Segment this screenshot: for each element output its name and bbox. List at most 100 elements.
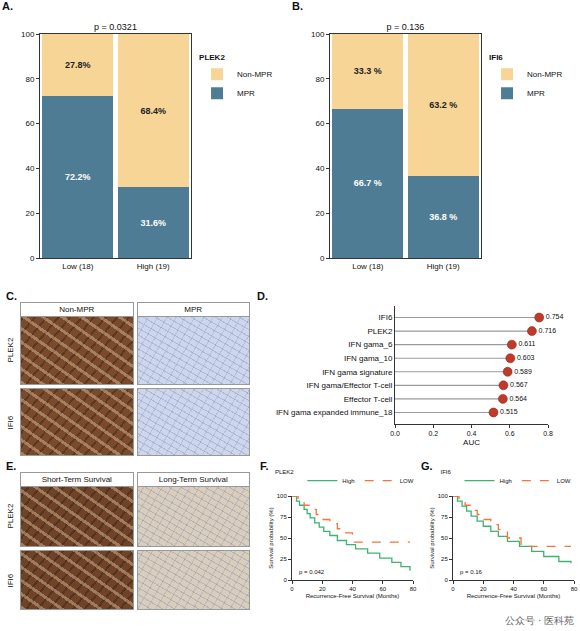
svg-text:80: 80 <box>410 586 417 592</box>
svg-text:LOW: LOW <box>557 478 571 484</box>
svg-text:66.7 %: 66.7 % <box>354 178 382 188</box>
svg-text:Low (18): Low (18) <box>352 262 383 271</box>
html-text:PLEK2: PLEK2 <box>6 337 15 363</box>
svg-text:PLEK2: PLEK2 <box>367 327 392 336</box>
html-text:Non-MPR: Non-MPR <box>59 305 95 314</box>
html-text:A.: A. <box>2 0 13 12</box>
svg-text:High: High <box>342 478 354 484</box>
svg-text:25: 25 <box>280 556 287 562</box>
svg-text:68.4%: 68.4% <box>140 106 166 116</box>
html-text:Short-Term Survival: Short-Term Survival <box>41 475 112 484</box>
html-text:C.: C. <box>6 290 17 302</box>
svg-text:0.515: 0.515 <box>500 408 518 415</box>
svg-text:0.603: 0.603 <box>517 354 535 361</box>
svg-text:0: 0 <box>451 586 455 592</box>
svg-text:0.8: 0.8 <box>543 430 553 437</box>
html-text:IFI6: IFI6 <box>6 414 15 429</box>
svg-text:Non-MPR: Non-MPR <box>237 70 272 79</box>
html-text:B.: B. <box>292 0 303 12</box>
svg-text:27.8%: 27.8% <box>65 60 91 70</box>
svg-text:IFN gama/Effector T-cell: IFN gama/Effector T-cell <box>306 381 392 390</box>
svg-text:0.567: 0.567 <box>510 381 528 388</box>
svg-text:20: 20 <box>480 586 487 592</box>
svg-text:PLEK2: PLEK2 <box>199 53 225 62</box>
svg-text:63.2 %: 63.2 % <box>429 100 457 110</box>
svg-text:IFI6: IFI6 <box>440 469 451 475</box>
svg-text:0.716: 0.716 <box>539 327 557 334</box>
svg-text:60: 60 <box>540 586 547 592</box>
svg-text:0.564: 0.564 <box>509 395 527 402</box>
svg-text:80: 80 <box>315 75 324 84</box>
svg-text:40: 40 <box>315 164 324 173</box>
svg-text:75: 75 <box>441 514 448 520</box>
svg-text:Recurrence-Free Survival (Mont: Recurrence-Free Survival (Months) <box>306 593 400 599</box>
svg-text:IFI6: IFI6 <box>379 313 393 322</box>
svg-text:p = 0.0321: p = 0.0321 <box>94 22 137 32</box>
svg-text:AUC: AUC <box>463 438 480 447</box>
svg-text:50: 50 <box>280 535 287 541</box>
svg-text:0: 0 <box>444 577 448 583</box>
html-text:E.: E. <box>6 460 17 472</box>
svg-text:33.3 %: 33.3 % <box>354 66 382 76</box>
svg-text:100: 100 <box>21 30 35 39</box>
svg-text:0.2: 0.2 <box>428 430 438 437</box>
html-text:公众号 · 医科苑: 公众号 · 医科苑 <box>505 615 574 626</box>
svg-text:20: 20 <box>25 209 34 218</box>
svg-text:40: 40 <box>349 586 356 592</box>
svg-text:MPR: MPR <box>237 89 255 98</box>
svg-text:80: 80 <box>571 586 578 592</box>
svg-text:IFN gama signature: IFN gama signature <box>322 368 393 377</box>
svg-text:Survival probability (%): Survival probability (%) <box>429 507 435 568</box>
svg-text:p = 0.042: p = 0.042 <box>299 569 325 575</box>
html-text:Long-Term Survival: Long-Term Survival <box>158 475 228 484</box>
svg-text:100: 100 <box>311 30 325 39</box>
html-text:G.: G. <box>421 460 433 472</box>
svg-text:0.589: 0.589 <box>514 368 532 375</box>
svg-text:0: 0 <box>320 254 325 263</box>
svg-text:0.611: 0.611 <box>518 340 535 347</box>
svg-text:60: 60 <box>315 119 324 128</box>
svg-text:p = 0.16: p = 0.16 <box>460 569 483 575</box>
svg-text:0.6: 0.6 <box>505 430 515 437</box>
svg-text:Recurrence-Free Survival (Mont: Recurrence-Free Survival (Months) <box>467 593 561 599</box>
html-text:MPR: MPR <box>184 305 203 314</box>
svg-text:31.6%: 31.6% <box>140 218 166 228</box>
svg-text:60: 60 <box>379 586 386 592</box>
svg-text:40: 40 <box>510 586 517 592</box>
svg-text:72.2%: 72.2% <box>65 172 91 182</box>
svg-text:IFN gama_10: IFN gama_10 <box>344 354 393 363</box>
svg-text:80: 80 <box>25 75 34 84</box>
svg-text:0: 0 <box>290 586 294 592</box>
svg-text:50: 50 <box>441 535 448 541</box>
html-text:F.: F. <box>260 460 269 472</box>
svg-text:High: High <box>499 478 511 484</box>
svg-text:PLEK2: PLEK2 <box>275 469 294 475</box>
svg-text:p = 0.136: p = 0.136 <box>387 22 425 32</box>
svg-text:75: 75 <box>280 514 287 520</box>
svg-text:100: 100 <box>438 493 449 499</box>
svg-text:MPR: MPR <box>527 89 545 98</box>
html-text:D.: D. <box>257 290 268 302</box>
svg-text:IFN gama expanded immune_18: IFN gama expanded immune_18 <box>276 408 393 417</box>
svg-text:20: 20 <box>315 209 324 218</box>
svg-text:LOW: LOW <box>400 478 414 484</box>
svg-text:0.4: 0.4 <box>467 430 477 437</box>
svg-text:IFI6: IFI6 <box>489 53 503 62</box>
svg-text:Survival probability (%): Survival probability (%) <box>268 507 274 568</box>
svg-text:20: 20 <box>319 586 326 592</box>
svg-text:High (19): High (19) <box>427 262 460 271</box>
svg-text:25: 25 <box>441 556 448 562</box>
svg-text:0: 0 <box>30 254 35 263</box>
svg-text:Low (18): Low (18) <box>62 262 93 271</box>
svg-text:40: 40 <box>25 164 34 173</box>
svg-text:High (19): High (19) <box>137 262 170 271</box>
svg-text:0.0: 0.0 <box>390 430 400 437</box>
svg-text:0.754: 0.754 <box>546 313 564 320</box>
svg-text:0: 0 <box>283 577 287 583</box>
svg-text:Non-MPR: Non-MPR <box>527 70 562 79</box>
svg-text:Effector T-cell: Effector T-cell <box>344 395 393 404</box>
svg-text:60: 60 <box>25 119 34 128</box>
svg-text:100: 100 <box>277 493 288 499</box>
svg-text:36.8 %: 36.8 % <box>429 212 457 222</box>
svg-text:IFN gama_6: IFN gama_6 <box>348 340 393 349</box>
